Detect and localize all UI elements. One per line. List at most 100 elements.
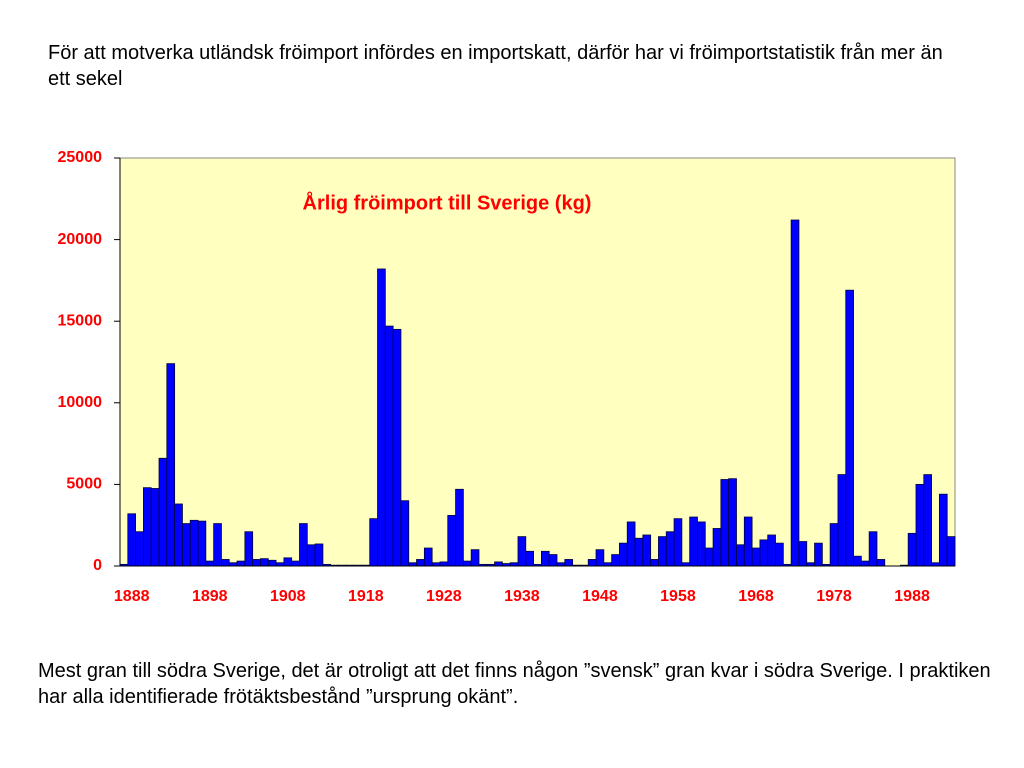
bar <box>384 325 394 567</box>
bar <box>455 488 464 567</box>
bar <box>158 457 168 567</box>
bar <box>541 550 550 567</box>
plot-area <box>119 157 956 567</box>
bar <box>369 518 378 567</box>
x-tick-label: 1938 <box>504 588 540 605</box>
x-tick-label: 1918 <box>348 588 384 605</box>
bar <box>135 531 144 567</box>
bar <box>494 561 503 567</box>
x-tick-label: 1958 <box>660 588 696 605</box>
bar <box>642 534 652 567</box>
bar <box>150 488 160 567</box>
bar <box>829 523 839 567</box>
bar <box>923 474 932 567</box>
bar <box>267 559 277 567</box>
bar <box>743 516 753 567</box>
bar <box>673 518 683 567</box>
bar <box>462 560 472 567</box>
bar <box>915 483 925 567</box>
x-tick-label: 1898 <box>192 588 228 605</box>
y-tick-label: 25000 <box>58 149 103 166</box>
chart-title: Årlig fröimport till Sverige (kg) <box>303 190 592 214</box>
bar <box>868 531 878 567</box>
bar <box>626 521 636 567</box>
bar <box>517 536 527 567</box>
bar <box>416 559 425 567</box>
bar <box>306 544 316 567</box>
bar <box>213 523 222 567</box>
bar <box>252 559 261 567</box>
bar <box>907 532 917 567</box>
bar <box>775 542 784 567</box>
bar <box>595 549 605 567</box>
x-tick-label: 1948 <box>582 588 618 605</box>
bar <box>751 547 761 567</box>
y-tick-label: 15000 <box>58 312 103 329</box>
bar <box>853 555 862 567</box>
bar <box>400 500 410 567</box>
bar <box>205 560 215 567</box>
bar <box>720 479 730 567</box>
bar <box>377 268 386 567</box>
bar <box>790 219 800 567</box>
bar <box>299 523 308 567</box>
bar <box>946 536 956 567</box>
bar <box>665 531 675 567</box>
bar <box>423 547 433 567</box>
bar <box>650 559 659 567</box>
x-tick-label: 1978 <box>816 588 852 605</box>
bar <box>314 543 324 567</box>
bar <box>697 521 706 567</box>
bar <box>689 516 698 567</box>
bar <box>260 558 269 567</box>
bar <box>244 531 254 567</box>
bar <box>876 559 886 567</box>
y-tick-label: 0 <box>93 557 102 574</box>
outro-text: Mest gran till södra Sverige, det är otr… <box>38 660 991 708</box>
bar <box>447 515 456 567</box>
y-tick-label: 5000 <box>66 476 102 493</box>
bar <box>938 493 948 567</box>
y-tick-label: 20000 <box>58 231 103 248</box>
bar <box>798 541 808 567</box>
bar <box>712 528 722 567</box>
bar <box>759 539 769 567</box>
bar <box>283 557 293 567</box>
bar <box>767 534 776 567</box>
bar <box>291 560 300 567</box>
bar <box>860 560 870 567</box>
bar <box>470 549 480 567</box>
x-tick-label: 1908 <box>270 588 306 605</box>
bar <box>189 519 199 567</box>
bar <box>525 550 534 567</box>
bar <box>174 503 183 567</box>
bar <box>392 328 402 567</box>
bar <box>704 547 714 567</box>
x-tick-label: 1968 <box>738 588 774 605</box>
bar <box>619 542 628 567</box>
bar <box>728 478 737 567</box>
x-tick-label: 1988 <box>894 588 930 605</box>
bar <box>221 559 230 567</box>
bar <box>564 559 574 567</box>
bar <box>548 554 558 567</box>
bar <box>837 474 847 567</box>
bar <box>236 560 246 567</box>
bar <box>587 559 597 567</box>
bar <box>845 289 854 567</box>
x-tick-label: 1928 <box>426 588 462 605</box>
intro-text: För att motverka utländsk fröimport infö… <box>48 42 943 90</box>
bar <box>611 554 620 567</box>
bar <box>197 520 207 567</box>
bar <box>439 561 449 567</box>
bar <box>127 513 137 567</box>
bar <box>814 542 823 567</box>
bar <box>736 544 745 567</box>
bar <box>658 536 667 567</box>
bar <box>634 537 644 567</box>
bar <box>166 363 176 567</box>
bar <box>182 523 191 567</box>
y-tick-label: 10000 <box>58 394 103 411</box>
chart: Årlig fröimport till Sverige (kg) 0 5000 1… <box>58 149 956 605</box>
